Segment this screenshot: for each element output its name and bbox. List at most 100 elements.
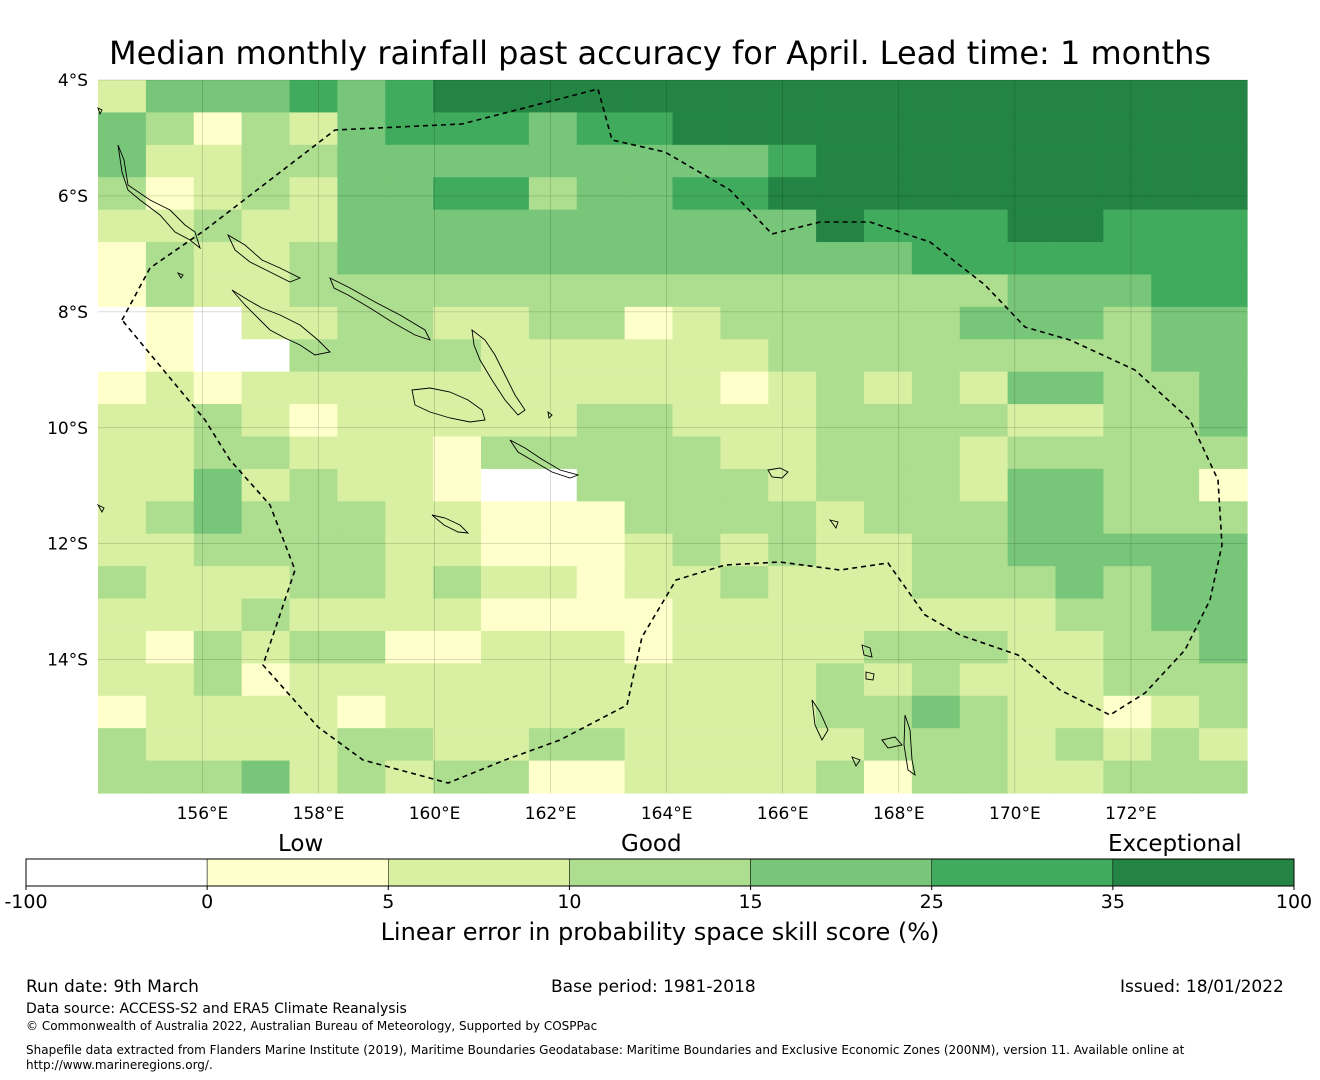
grid-cell [864,371,913,405]
grid-cell [1199,144,1248,178]
grid-cell [576,663,626,697]
grid-cell [385,728,434,762]
grid-cell [720,760,769,794]
grid-cell [959,404,1009,438]
grid-cell [959,533,1009,567]
grid-cell [959,371,1009,405]
grid-cell [289,468,338,502]
grid-cell [768,177,817,211]
grid-cell [1151,371,1200,405]
grid-cell [816,339,865,373]
grid-cell [528,177,578,211]
lon-tick-label: 164°E [641,804,693,824]
grid-cell [528,144,578,178]
grid-cell [1151,306,1200,340]
grid-cell [911,339,961,373]
grid-cell [959,501,1009,535]
coastline-guadalcanal [411,387,486,423]
grid-cell [337,177,386,211]
grid-cell [98,274,147,308]
grid-cell [145,501,195,535]
grid-cell [337,274,386,308]
grid-cell [433,209,482,243]
coastline-bougainville [117,144,201,250]
grid-cell [1151,468,1200,502]
grid-cell [1103,695,1152,729]
grid-cell [816,80,865,114]
grid-cell [768,209,817,243]
grid-cell [864,760,913,794]
grid-cell [1199,274,1248,308]
grid-cell [672,728,721,762]
grid-cell [911,242,961,276]
grid-cell [289,663,338,697]
grid-cell [145,242,195,276]
grid-cell [959,663,1009,697]
grid-cell [528,630,578,664]
lon-tick-label: 162°E [525,804,577,824]
grid-cell [1103,274,1152,308]
grid-cell [98,177,147,211]
grid-cell [864,566,913,600]
grid-cell [720,371,769,405]
colorbar-segment [569,858,751,887]
grid-cell [624,501,674,535]
grid-cell [720,404,769,438]
grid-cell [672,501,721,535]
grid-cell [193,598,243,632]
grid-cell [911,728,961,762]
grid-cell [768,468,817,502]
grid-cell [1103,80,1152,114]
grid-cell [624,566,674,600]
grid-cell [193,144,243,178]
grid-cell [481,242,530,276]
colorbar-segment [931,858,1114,887]
grid-cell [385,80,434,114]
grid-cell [911,695,961,729]
grid-cell [433,760,482,794]
grid-cell [98,501,147,535]
grid-cell [959,760,1009,794]
grid-cell [337,80,386,114]
grid-cell [864,468,913,502]
grid-cell [816,760,865,794]
grid-cell [576,112,626,146]
grid-cell [1007,533,1057,567]
grid-cell [720,436,769,470]
grid-cell [1055,760,1104,794]
grid-cell [289,274,338,308]
grid-cell [1151,598,1200,632]
grid-cell [1199,630,1248,664]
grid-cell [864,533,913,567]
grid-cell [385,630,434,664]
grid-cell [385,468,434,502]
grid-cell [1103,663,1152,697]
grid-cell [241,404,291,438]
grid-cell [528,728,578,762]
grid-cell [1007,306,1057,340]
grid-cell [241,468,291,502]
grid-cell [481,630,530,664]
grid-cell [1007,80,1057,114]
grid-cell [576,760,626,794]
grid-cell [433,371,482,405]
grid-cell [1055,728,1104,762]
grid-cell [816,177,865,211]
grid-cell [959,630,1009,664]
grid-cell [385,598,434,632]
grid-cell [241,80,291,114]
grid-cell [1055,177,1104,211]
grid-cell [481,404,530,438]
grid-cell [1151,533,1200,567]
grid-cell [481,144,530,178]
grid-cell [145,144,195,178]
grid-cell [624,274,674,308]
grid-cell [289,533,338,567]
grid-cell [864,436,913,470]
grid-cell [576,598,626,632]
grid-cell [193,760,243,794]
grid-cell [193,663,243,697]
grid-cell [241,112,291,146]
grid-cell [98,663,147,697]
colorbar-tick-label: 35 [1101,891,1125,913]
